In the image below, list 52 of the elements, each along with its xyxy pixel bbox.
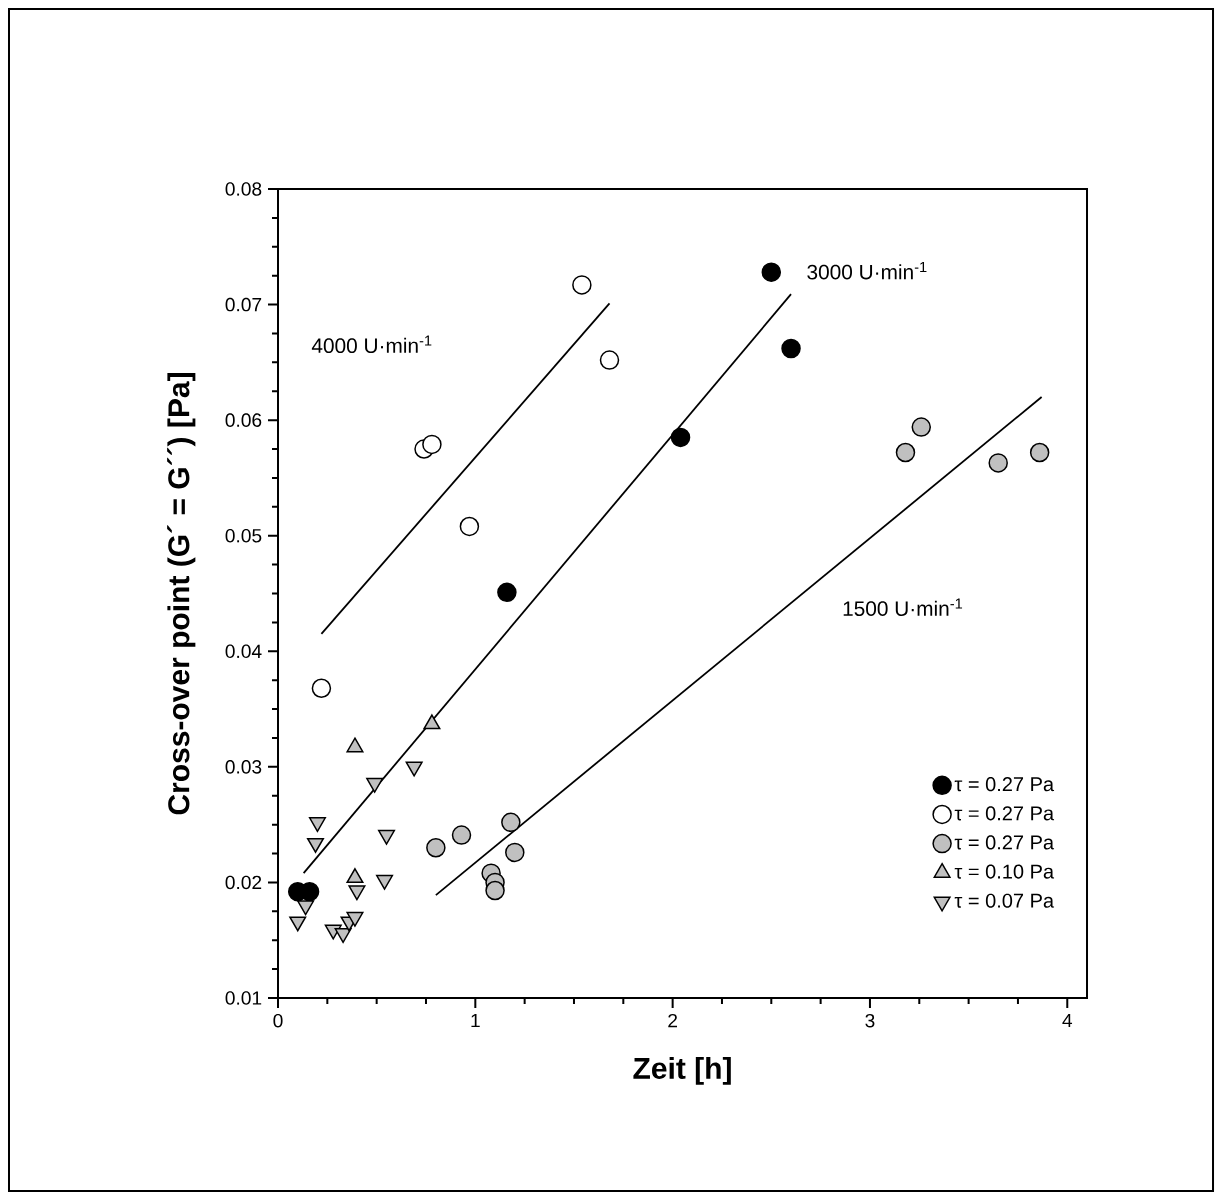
legend-label: τ = 0.27 Pa: [954, 806, 1055, 821]
y-tick-label: 0.07: [225, 297, 262, 312]
point: [334, 928, 352, 944]
x-tick-label: 1: [471, 1013, 480, 1028]
point: [497, 582, 517, 603]
legend-label: τ = 0.27 Pa: [954, 835, 1055, 850]
x-tick-label: 4: [1062, 1013, 1073, 1028]
y-tick-label: 0.01: [225, 991, 262, 1005]
point: [289, 916, 307, 932]
legend-label: τ = 0.27 Pa: [954, 777, 1055, 792]
y-tick-label: 0.04: [225, 644, 262, 659]
x-tick-label: 3: [865, 1013, 875, 1028]
annotation: 4000 U·min$^{-1}$: [311, 335, 432, 354]
legend-label: τ = 0.07 Pa: [954, 893, 1055, 908]
point: [311, 678, 332, 699]
point: [988, 453, 1008, 473]
point: [761, 262, 782, 282]
point: [501, 812, 521, 833]
point: [670, 427, 691, 448]
annotation: 3000 U·min$^{-1}$: [807, 261, 927, 280]
point: [306, 837, 325, 853]
point: [366, 777, 384, 793]
point: [895, 442, 916, 463]
point: [346, 911, 364, 927]
annotation: 1500 U·min$^{-1}$: [843, 598, 963, 616]
point: [297, 900, 315, 916]
x-tick-label: 0: [273, 1013, 283, 1028]
y-tick-label: 0.02: [225, 875, 262, 890]
point: [308, 817, 327, 833]
y-tick-label: 0.08: [225, 182, 262, 196]
y-tick-label: 0.05: [225, 528, 262, 543]
point: [377, 829, 396, 845]
x-axis-title: Zeit [h]: [633, 1056, 731, 1085]
point: [1029, 442, 1050, 463]
y-tick-label: 0.06: [225, 413, 262, 427]
point: [405, 761, 423, 777]
point: [422, 434, 442, 455]
x-tick-label: 2: [668, 1013, 678, 1028]
point: [911, 417, 932, 437]
point: [451, 825, 472, 845]
point: [426, 838, 446, 858]
point: [781, 338, 801, 359]
legend-label: τ = 0.10 Pa: [954, 864, 1055, 879]
y-axis-title: Cross-over point (G´ = G´´) [Pa]: [167, 373, 196, 815]
point: [459, 516, 480, 537]
point: [572, 275, 592, 295]
point: [505, 842, 525, 863]
y-tick-label: 0.03: [225, 760, 262, 774]
point: [376, 874, 394, 890]
point: [599, 350, 620, 370]
point: [485, 880, 505, 901]
point: [348, 885, 366, 901]
